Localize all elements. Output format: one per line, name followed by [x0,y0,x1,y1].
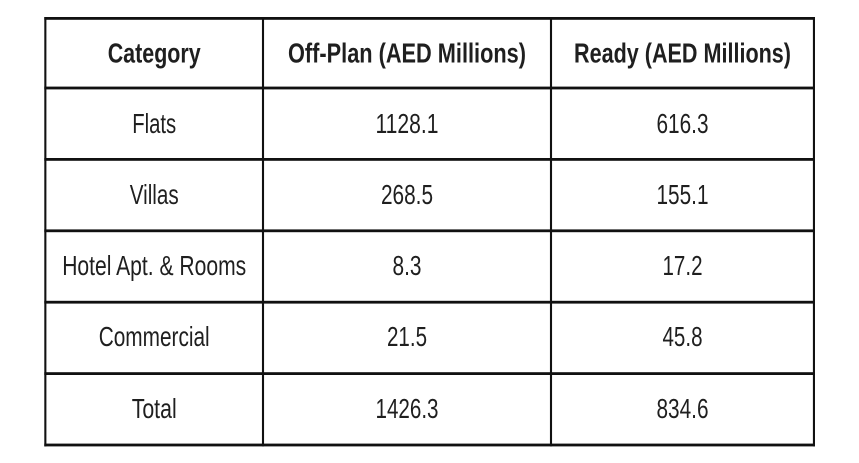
svg-text:1426.3: 1426.3 [376,393,439,424]
svg-text:616.3: 616.3 [657,108,709,139]
svg-text:Flats: Flats [132,108,176,139]
svg-text:155.1: 155.1 [657,179,709,210]
svg-text:17.2: 17.2 [663,250,703,281]
svg-text:Total: Total [132,393,177,424]
svg-text:Off-Plan (AED Millions): Off-Plan (AED Millions) [288,38,526,69]
svg-text:Commercial: Commercial [99,321,210,352]
svg-text:834.6: 834.6 [657,393,709,424]
svg-text:Villas: Villas [130,179,179,210]
svg-text:21.5: 21.5 [387,321,427,352]
svg-text:1128.1: 1128.1 [376,108,439,139]
svg-text:8.3: 8.3 [393,250,422,281]
svg-text:Hotel Apt. & Rooms: Hotel Apt. & Rooms [62,250,246,281]
svg-text:268.5: 268.5 [381,179,433,210]
svg-text:Ready (AED Millions): Ready (AED Millions) [574,38,791,69]
svg-text:Category: Category [108,38,201,69]
svg-text:45.8: 45.8 [663,321,703,352]
